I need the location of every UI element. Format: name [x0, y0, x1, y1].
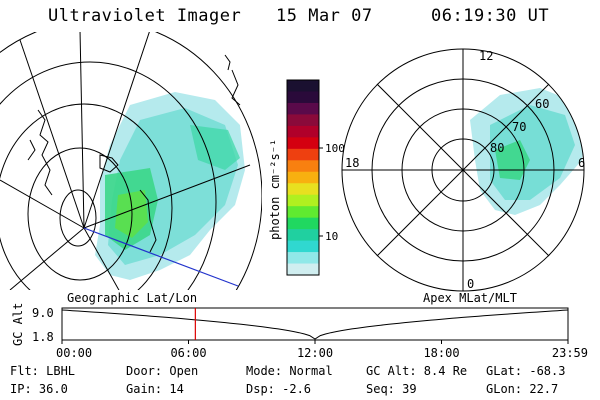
colorbar-segment	[287, 229, 319, 242]
status-flt: Flt: LBHL	[10, 364, 76, 378]
altitude-ytick-low: 1.8	[32, 330, 54, 344]
altitude-plot-frame	[61, 307, 569, 341]
status-door: Door: Open	[126, 364, 199, 378]
altitude-ylabel: GC Alt	[11, 303, 25, 346]
colorbar-segment	[287, 206, 319, 219]
terminator-line	[83, 227, 239, 287]
mlat-label-60: 60	[535, 97, 549, 111]
altitude-x-tick-label: 18:00	[423, 346, 459, 360]
apex-caption: Apex MLat/MLT	[423, 291, 517, 305]
colorbar-segment	[287, 217, 319, 230]
geo-grid	[0, 32, 262, 290]
mlt-label-6: 6	[578, 156, 585, 170]
mlt-label-12: 12	[479, 49, 493, 63]
orbit-altitude-plot: 00:00 06:00 12:00 18:00 23:59	[56, 307, 588, 360]
colorbar-segment	[287, 194, 319, 207]
altitude-x-tick-label: 00:00	[56, 346, 92, 360]
colorbar	[286, 79, 320, 276]
colorbar-segment	[287, 114, 319, 127]
colorbar-segment	[287, 137, 319, 150]
mlat-mlt-panel	[341, 48, 585, 292]
status-seq: Seq: 39	[366, 382, 417, 396]
geographic-image-panel	[0, 32, 262, 290]
coastlines	[27, 54, 241, 253]
colorbar-segment	[287, 240, 319, 253]
instrument-title: Ultraviolet Imager	[48, 6, 242, 26]
altitude-curve	[61, 309, 569, 340]
mlt-label-18: 18	[345, 156, 359, 170]
time-label: 06:19:30 UT	[431, 6, 550, 26]
colorbar-segment	[287, 160, 319, 173]
colorbar-tick-label: 10	[325, 230, 338, 243]
date-label: 15 Mar 07	[276, 6, 373, 26]
colorbar-unit-label: photon cm⁻²s⁻¹	[268, 139, 282, 240]
status-glon: GLon: 22.7	[486, 382, 559, 396]
altitude-x-ticks: 00:00 06:00 12:00 18:00 23:59	[56, 340, 588, 360]
polar-grid	[341, 48, 585, 292]
status-gain: Gain: 14	[126, 382, 184, 396]
colorbar-frame	[286, 79, 320, 276]
status-gc-alt: GC Alt: 8.4 Re	[366, 364, 468, 378]
mlat-label-80: 80	[490, 141, 504, 155]
status-ip: IP: 36.0	[10, 382, 68, 396]
mlat-label-70: 70	[512, 120, 526, 134]
colorbar-tick-label: 100	[325, 142, 345, 155]
mlt-label-0: 0	[467, 277, 474, 291]
geographic-caption: Geographic Lat/Lon	[67, 291, 197, 305]
altitude-x-tick-label: 06:00	[170, 346, 206, 360]
colorbar-segment	[287, 263, 319, 276]
colorbar-segment	[287, 102, 319, 116]
altitude-x-tick-label: 23:59	[552, 346, 588, 360]
colorbar-segment	[287, 183, 319, 196]
colorbar-segment	[287, 80, 319, 93]
colorbar-segment	[287, 148, 319, 161]
altitude-ytick-high: 9.0	[32, 306, 54, 320]
altitude-x-tick-label: 12:00	[297, 346, 333, 360]
colorbar-segment	[287, 171, 319, 184]
colorbar-segment	[287, 252, 319, 265]
status-dsp: Dsp: -2.6	[246, 382, 312, 396]
status-glat: GLat: -68.3	[486, 364, 566, 378]
colorbar-segment	[287, 125, 319, 138]
colorbar-segment	[287, 91, 319, 104]
colorbar-ticks: 100 10	[319, 142, 345, 243]
status-mode: Mode: Normal	[246, 364, 333, 378]
